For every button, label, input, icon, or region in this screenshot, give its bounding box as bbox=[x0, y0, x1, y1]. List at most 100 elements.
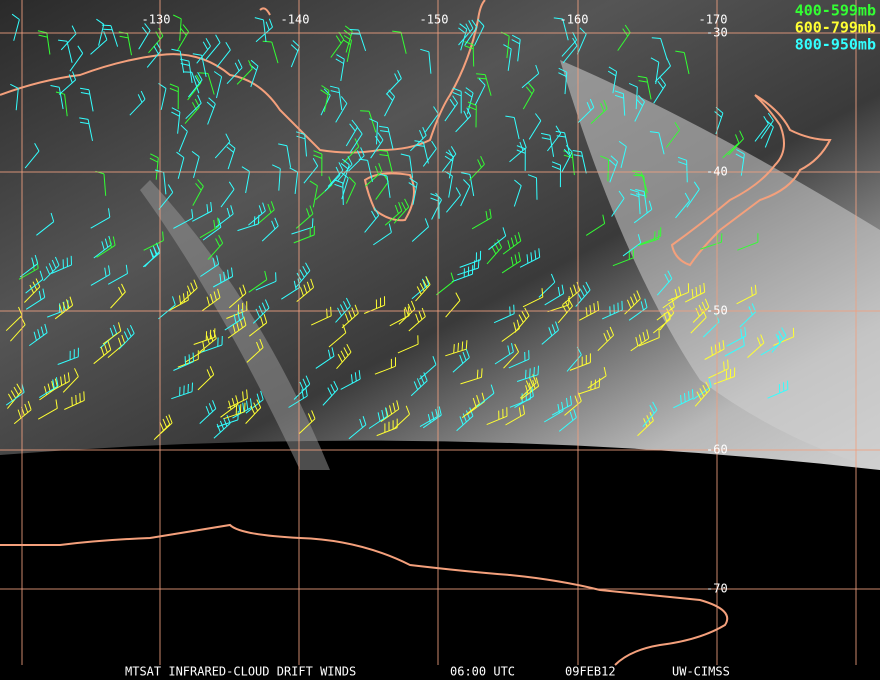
australia-coast bbox=[259, 7, 271, 16]
wind-barb bbox=[298, 410, 316, 435]
wind-barb bbox=[149, 153, 159, 180]
wind-barb bbox=[461, 395, 480, 419]
wind-barb bbox=[511, 34, 521, 62]
wind-barb bbox=[630, 329, 650, 352]
wind-barb bbox=[675, 50, 690, 75]
wind-barb bbox=[575, 281, 591, 307]
wind-barb bbox=[64, 391, 85, 410]
wind-barb bbox=[442, 146, 457, 172]
wind-barb bbox=[39, 378, 58, 401]
wind-barb bbox=[473, 18, 485, 46]
wind-barb bbox=[49, 372, 70, 393]
wind-barb bbox=[665, 121, 681, 148]
legend-entry: 800-950mb bbox=[795, 36, 876, 54]
wind-barb bbox=[368, 407, 388, 429]
wind-barb bbox=[295, 262, 311, 288]
antarctica-coast bbox=[0, 523, 729, 666]
wind-barb bbox=[767, 380, 789, 399]
wind-barb bbox=[503, 343, 520, 369]
wind-barb bbox=[188, 71, 203, 98]
wind-barb bbox=[502, 232, 522, 255]
wind-barb bbox=[558, 408, 577, 432]
wind-barb bbox=[245, 399, 262, 424]
wind-barb bbox=[445, 340, 468, 357]
wind-barb bbox=[384, 202, 403, 226]
longitude-label: -140 bbox=[281, 13, 310, 27]
wind-barb bbox=[101, 24, 119, 47]
wind-barb bbox=[39, 377, 59, 399]
wind-barb bbox=[514, 387, 534, 409]
wind-barb bbox=[459, 250, 482, 268]
wind-barb bbox=[509, 139, 527, 163]
wind-barb bbox=[704, 340, 725, 360]
wind-barb bbox=[378, 173, 391, 198]
wind-barb bbox=[245, 390, 264, 414]
wind-barb bbox=[227, 316, 247, 339]
wind-barb bbox=[476, 73, 492, 96]
wind-barb bbox=[176, 24, 190, 51]
wind-barb bbox=[649, 131, 665, 155]
wind-barb bbox=[348, 416, 367, 440]
wind-barb bbox=[557, 297, 573, 324]
wind-barb bbox=[513, 179, 522, 207]
wind-barb bbox=[248, 202, 266, 226]
wind-barb bbox=[466, 392, 485, 416]
wind-barb bbox=[199, 400, 217, 424]
wind-barb bbox=[11, 13, 20, 41]
coastlines bbox=[0, 0, 832, 666]
longitude-label: -150 bbox=[420, 13, 449, 27]
wind-barb bbox=[360, 110, 377, 133]
wind-barb bbox=[96, 236, 116, 258]
wind-barb bbox=[617, 24, 631, 51]
wind-barb bbox=[684, 282, 706, 303]
wind-barb bbox=[50, 85, 64, 110]
wind-barb bbox=[328, 324, 347, 348]
wind-barb bbox=[118, 324, 135, 350]
wind-barb bbox=[376, 418, 398, 437]
wind-barb bbox=[600, 155, 610, 182]
wind-barb bbox=[172, 14, 182, 41]
wind-barb bbox=[444, 95, 459, 122]
wind-barb bbox=[634, 94, 645, 122]
wind-barb bbox=[488, 227, 507, 251]
wind-barb bbox=[677, 156, 688, 183]
wind-barb bbox=[51, 255, 72, 274]
wind-barb bbox=[224, 309, 244, 331]
wind-barb bbox=[364, 163, 383, 187]
wind-barb bbox=[176, 151, 185, 179]
wind-barb bbox=[501, 252, 521, 274]
wind-barb bbox=[414, 140, 429, 164]
wind-barb bbox=[158, 296, 176, 320]
wind-barb bbox=[611, 190, 625, 217]
wind-barb bbox=[460, 172, 475, 197]
cloud-band bbox=[560, 60, 880, 470]
wind-barb bbox=[364, 207, 380, 233]
wind-barb bbox=[349, 126, 363, 153]
wind-barb bbox=[760, 112, 774, 139]
wind-barb bbox=[345, 176, 356, 204]
wind-barb bbox=[255, 18, 273, 43]
wind-barb bbox=[197, 366, 215, 391]
wind-barb bbox=[694, 381, 711, 407]
wind-barb bbox=[348, 147, 365, 172]
wind-barb bbox=[187, 74, 202, 101]
wind-barb bbox=[590, 99, 608, 124]
wind-barb bbox=[464, 41, 475, 67]
wind-barb bbox=[262, 40, 279, 64]
wind-barb bbox=[192, 53, 207, 77]
wind-barb bbox=[236, 60, 253, 85]
wind-barb bbox=[628, 82, 638, 110]
wind-barb bbox=[558, 67, 568, 95]
wind-barb bbox=[618, 140, 627, 169]
wind-barb bbox=[202, 288, 221, 312]
wind-barb bbox=[309, 180, 318, 208]
wind-barb bbox=[419, 356, 437, 380]
wind-barb bbox=[54, 296, 74, 320]
wind-barb bbox=[392, 30, 407, 54]
wind-barb bbox=[293, 225, 315, 244]
wind-barb bbox=[452, 349, 470, 373]
wind-barb bbox=[220, 395, 239, 418]
wind-barb bbox=[708, 359, 729, 379]
wind-barb bbox=[457, 259, 480, 276]
longitude-label: -160 bbox=[560, 13, 589, 27]
